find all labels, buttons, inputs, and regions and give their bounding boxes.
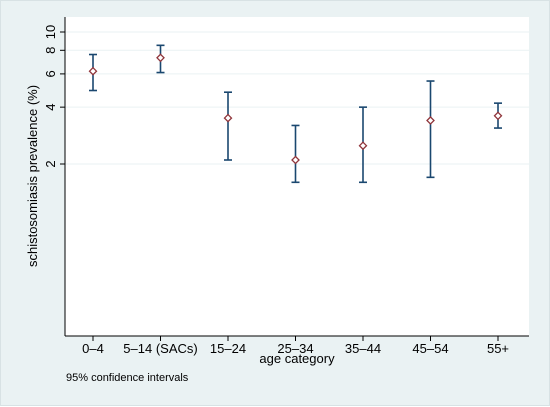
estimate-marker [156, 53, 165, 63]
plot-area [65, 17, 529, 336]
x-tick-label: 15–24 [210, 341, 246, 356]
y-tick-label: 2 [43, 160, 58, 167]
estimate-marker [223, 113, 233, 123]
error-bar [426, 80, 435, 179]
ci-note: 95% confidence intervals [66, 372, 189, 384]
y-tick-label: 4 [43, 104, 58, 111]
x-tick-label: 45–54 [412, 341, 448, 356]
y-axis-title: schistosomiasis prevalence (%) [25, 85, 40, 267]
x-tick-label: 55+ [487, 341, 509, 356]
error-bars [89, 44, 502, 184]
estimate-marker [358, 141, 368, 151]
x-axis-title: age category [259, 351, 335, 366]
estimate-marker [88, 66, 98, 76]
y-tick-label: 8 [43, 47, 58, 54]
error-bar [291, 124, 300, 184]
estimate-points [88, 53, 503, 165]
grid-lines [65, 31, 529, 165]
x-tick-label: 35–44 [345, 341, 381, 356]
x-tick-label: 0–4 [82, 341, 104, 356]
y-tick-label: 10 [43, 25, 58, 39]
x-ticks: 0–4 5–14 (SACs) 15–24 25–34 35–44 45–54 55+ [82, 336, 509, 356]
error-bar [224, 91, 232, 161]
y-tick-label: 6 [43, 70, 58, 77]
estimate-marker [291, 155, 300, 165]
x-tick-label: 5–14 (SACs) [123, 341, 197, 356]
y-ticks: 2 4 6 8 10 [43, 25, 65, 168]
x-tick-label: 25–34 [277, 341, 313, 356]
estimate-marker [426, 116, 435, 125]
estimate-marker [493, 111, 503, 121]
